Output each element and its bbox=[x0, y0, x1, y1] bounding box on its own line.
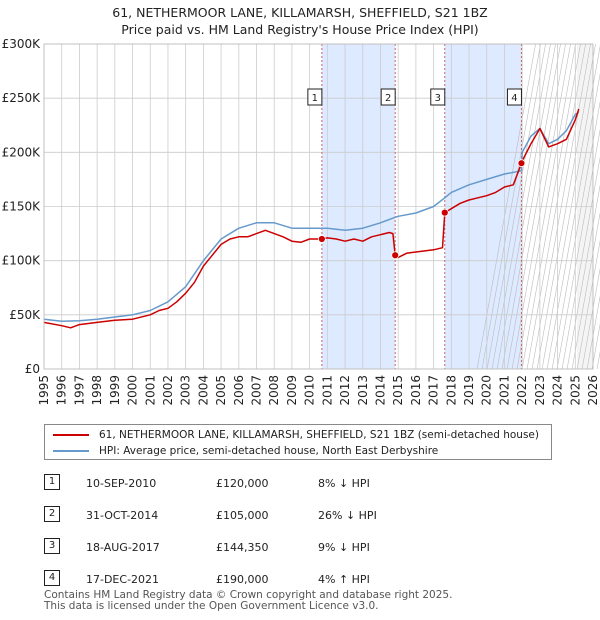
x-tick-label: 2021 bbox=[497, 375, 511, 406]
x-tick-label: 2020 bbox=[480, 375, 494, 406]
x-tick-label: 2015 bbox=[391, 375, 405, 406]
x-tick-label: 1997 bbox=[72, 375, 86, 406]
sale-marker-box bbox=[506, 88, 522, 106]
sale-date: 17-DEC-2021 bbox=[86, 573, 160, 586]
y-tick-label: £0 bbox=[25, 362, 40, 376]
sale-marker-box bbox=[380, 88, 396, 106]
sale-marker-box bbox=[430, 88, 446, 106]
x-tick-label: 2001 bbox=[143, 375, 157, 406]
footer-line2: This data is licensed under the Open Gov… bbox=[44, 600, 379, 612]
sale-markers: 1 2 3 4 bbox=[307, 88, 522, 106]
x-tick-label: 2023 bbox=[533, 375, 547, 406]
series-line-hpi bbox=[43, 111, 580, 323]
sale-marker-label: 2 bbox=[385, 93, 391, 104]
legend-line-property bbox=[53, 434, 89, 436]
x-tick-label: 2013 bbox=[356, 375, 370, 406]
sale-marker-label: 3 bbox=[435, 93, 441, 104]
y-tick-label: £250K bbox=[2, 91, 42, 105]
x-tick-label: 2022 bbox=[515, 375, 529, 406]
sale-point bbox=[391, 251, 400, 260]
y-tick-label: £150K bbox=[2, 200, 42, 214]
x-tick-label: 2019 bbox=[462, 375, 476, 406]
sale-number: 2 bbox=[44, 506, 60, 522]
sale-hpi-diff: 4% ↑ HPI bbox=[318, 573, 370, 586]
y-tick-label: £50K bbox=[9, 308, 41, 322]
sale-date: 10-SEP-2010 bbox=[86, 477, 157, 490]
sale-number: 3 bbox=[44, 538, 60, 554]
legend-item-hpi: HPI: Average price, semi-detached house,… bbox=[53, 443, 438, 459]
y-tick-label: £200K bbox=[2, 145, 42, 159]
sale-marker-label: 4 bbox=[511, 93, 517, 104]
x-tick-label: 2002 bbox=[161, 375, 175, 406]
x-tick-label: 2003 bbox=[179, 375, 193, 406]
x-tick-label: 2017 bbox=[427, 375, 441, 406]
chart-title: 61, NETHERMOOR LANE, KILLAMARSH, SHEFFIE… bbox=[0, 4, 600, 38]
plot-frame bbox=[43, 43, 594, 370]
x-tick-label: 2000 bbox=[126, 375, 140, 406]
x-tick-label: 1999 bbox=[108, 375, 122, 406]
x-tick-label: 2007 bbox=[250, 375, 264, 406]
sale-date: 31-OCT-2014 bbox=[86, 509, 159, 522]
chart-title-line2: Price paid vs. HM Land Registry's House … bbox=[121, 22, 479, 37]
footer: Contains HM Land Registry data © Crown c… bbox=[44, 590, 452, 612]
x-tick-label: 2026 bbox=[586, 375, 600, 406]
sale-marker-box bbox=[307, 88, 323, 106]
sale-hpi-diff: 26% ↓ HPI bbox=[318, 509, 377, 522]
x-tick-label: 2006 bbox=[232, 375, 246, 406]
y-tick-label: £300K bbox=[2, 37, 42, 51]
x-tick-label: 2010 bbox=[303, 375, 317, 406]
x-tick-label: 2012 bbox=[338, 375, 352, 406]
footer-line1: Contains HM Land Registry data © Crown c… bbox=[44, 589, 453, 601]
sale-price: £190,000 bbox=[216, 573, 269, 586]
sale-number: 4 bbox=[44, 570, 60, 586]
x-tick-label: 2011 bbox=[320, 375, 334, 406]
x-tick-label: 2004 bbox=[196, 375, 210, 406]
x-tick-label: 1995 bbox=[37, 375, 51, 406]
legend-item-property: 61, NETHERMOOR LANE, KILLAMARSH, SHEFFIE… bbox=[53, 427, 539, 443]
chart-title-line1: 61, NETHERMOOR LANE, KILLAMARSH, SHEFFIE… bbox=[112, 5, 488, 20]
sale-price: £105,000 bbox=[216, 509, 269, 522]
legend-line-hpi bbox=[53, 450, 89, 452]
x-tick-label: 1998 bbox=[90, 375, 104, 406]
sale-points bbox=[317, 159, 526, 260]
x-tick-label: 2014 bbox=[373, 375, 387, 406]
sale-point bbox=[317, 235, 326, 243]
price-chart: 1 2 3 4 £0 £50K £100K £150K £200K £250K £300K 1995… bbox=[2, 37, 600, 406]
sale-date: 18-AUG-2017 bbox=[86, 541, 160, 554]
sale-marker-label: 1 bbox=[312, 93, 318, 104]
legend-label-hpi: HPI: Average price, semi-detached house,… bbox=[99, 445, 439, 457]
sale-point bbox=[517, 159, 526, 168]
x-tick-label: 2016 bbox=[409, 375, 423, 406]
sale-price: £144,350 bbox=[216, 541, 269, 554]
hatch-line bbox=[586, 295, 600, 370]
x-tick-label: 1996 bbox=[55, 375, 69, 406]
x-tick-label: 2009 bbox=[285, 375, 299, 406]
y-tick-label: £100K bbox=[2, 254, 42, 268]
series-lines bbox=[43, 108, 580, 329]
sale-hpi-diff: 8% ↓ HPI bbox=[318, 477, 370, 490]
x-tick-label: 2024 bbox=[551, 375, 565, 406]
legend-label-property: 61, NETHERMOOR LANE, KILLAMARSH, SHEFFIE… bbox=[99, 429, 539, 441]
x-tick-label: 2018 bbox=[444, 375, 458, 406]
sale-number: 1 bbox=[44, 474, 60, 490]
x-tick-label: 2008 bbox=[267, 375, 281, 406]
x-tick-label: 2025 bbox=[568, 375, 582, 406]
x-tick-label: 2005 bbox=[214, 375, 228, 406]
series-line-property bbox=[43, 108, 580, 329]
sale-price: £120,000 bbox=[216, 477, 269, 490]
sale-hpi-diff: 9% ↓ HPI bbox=[318, 541, 370, 554]
legend: 61, NETHERMOOR LANE, KILLAMARSH, SHEFFIE… bbox=[44, 424, 552, 460]
sale-point bbox=[440, 208, 449, 217]
